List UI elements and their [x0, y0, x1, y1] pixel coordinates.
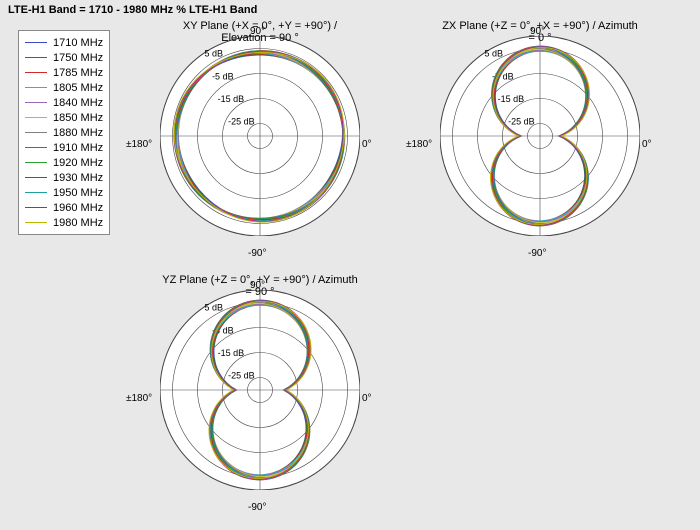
legend-swatch	[25, 87, 47, 88]
svg-text:5 dB: 5 dB	[485, 49, 504, 59]
legend-swatch	[25, 42, 47, 43]
plot-zx: ZX Plane (+Z = 0°, +X = +90°) / Azimuth …	[440, 36, 640, 236]
legend-item: 1750 MHz	[25, 50, 103, 65]
legend-swatch	[25, 192, 47, 193]
legend-label: 1980 MHz	[53, 217, 103, 229]
angle-label-top: 90°	[530, 26, 545, 37]
legend-label: 1920 MHz	[53, 157, 103, 169]
legend-item: 1880 MHz	[25, 125, 103, 140]
legend-item: 1960 MHz	[25, 200, 103, 215]
svg-text:-15 dB: -15 dB	[498, 94, 525, 104]
angle-label-top: 90°	[250, 26, 265, 37]
svg-text:5 dB: 5 dB	[205, 49, 224, 59]
legend-label: 1710 MHz	[53, 37, 103, 49]
legend-swatch	[25, 177, 47, 178]
angle-label-left: ±180°	[406, 139, 432, 150]
legend-item: 1930 MHz	[25, 170, 103, 185]
legend-swatch	[25, 207, 47, 208]
angle-label-right: 0°	[642, 139, 652, 150]
angle-label-right: 0°	[362, 393, 372, 404]
svg-text:-5 dB: -5 dB	[212, 71, 234, 81]
svg-text:-15 dB: -15 dB	[218, 348, 245, 358]
angle-label-top: 90°	[250, 280, 265, 291]
legend-label: 1840 MHz	[53, 97, 103, 109]
legend-label: 1750 MHz	[53, 52, 103, 64]
legend-item: 1980 MHz	[25, 215, 103, 230]
angle-label-bottom: -90°	[248, 248, 266, 259]
polar-plot-yz: 5 dB-5 dB-15 dB-25 dB	[160, 290, 360, 490]
angle-label-right: 0°	[362, 139, 372, 150]
legend-label: 1960 MHz	[53, 202, 103, 214]
legend-item: 1920 MHz	[25, 155, 103, 170]
legend-item: 1840 MHz	[25, 95, 103, 110]
angle-label-left: ±180°	[126, 139, 152, 150]
legend-item: 1785 MHz	[25, 65, 103, 80]
legend-swatch	[25, 57, 47, 58]
angle-label-bottom: -90°	[248, 502, 266, 513]
angle-label-left: ±180°	[126, 393, 152, 404]
legend-label: 1850 MHz	[53, 112, 103, 124]
legend-item: 1850 MHz	[25, 110, 103, 125]
plot-xy: XY Plane (+X = 0°, +Y = +90°) / Elevatio…	[160, 36, 360, 236]
svg-text:5 dB: 5 dB	[205, 303, 224, 313]
legend-item: 1910 MHz	[25, 140, 103, 155]
legend-swatch	[25, 72, 47, 73]
legend-label: 1805 MHz	[53, 82, 103, 94]
svg-text:-15 dB: -15 dB	[218, 94, 245, 104]
legend-label: 1910 MHz	[53, 142, 103, 154]
legend-label: 1950 MHz	[53, 187, 103, 199]
polar-plot-zx: 5 dB-5 dB-15 dB-25 dB	[440, 36, 640, 236]
svg-text:-25 dB: -25 dB	[508, 117, 535, 127]
legend-item: 1710 MHz	[25, 35, 103, 50]
svg-text:-25 dB: -25 dB	[228, 117, 255, 127]
legend-swatch	[25, 117, 47, 118]
legend-item: 1805 MHz	[25, 80, 103, 95]
legend: 1710 MHz 1750 MHz 1785 MHz 1805 MHz 1840 MHz…	[18, 30, 110, 235]
legend-label: 1880 MHz	[53, 127, 103, 139]
legend-item: 1950 MHz	[25, 185, 103, 200]
angle-label-bottom: -90°	[528, 248, 546, 259]
legend-swatch	[25, 147, 47, 148]
legend-swatch	[25, 102, 47, 103]
legend-label: 1785 MHz	[53, 67, 103, 79]
legend-swatch	[25, 132, 47, 133]
page-title: LTE-H1 Band = 1710 - 1980 MHz % LTE-H1 B…	[8, 4, 257, 16]
polar-plot-xy: 5 dB -5 dB -15 dB -25 dB	[160, 36, 360, 236]
plot-yz: YZ Plane (+Z = 0°, +Y = +90°) / Azimuth …	[160, 290, 360, 490]
legend-swatch	[25, 162, 47, 163]
legend-label: 1930 MHz	[53, 172, 103, 184]
svg-text:-25 dB: -25 dB	[228, 371, 255, 381]
legend-swatch	[25, 222, 47, 223]
